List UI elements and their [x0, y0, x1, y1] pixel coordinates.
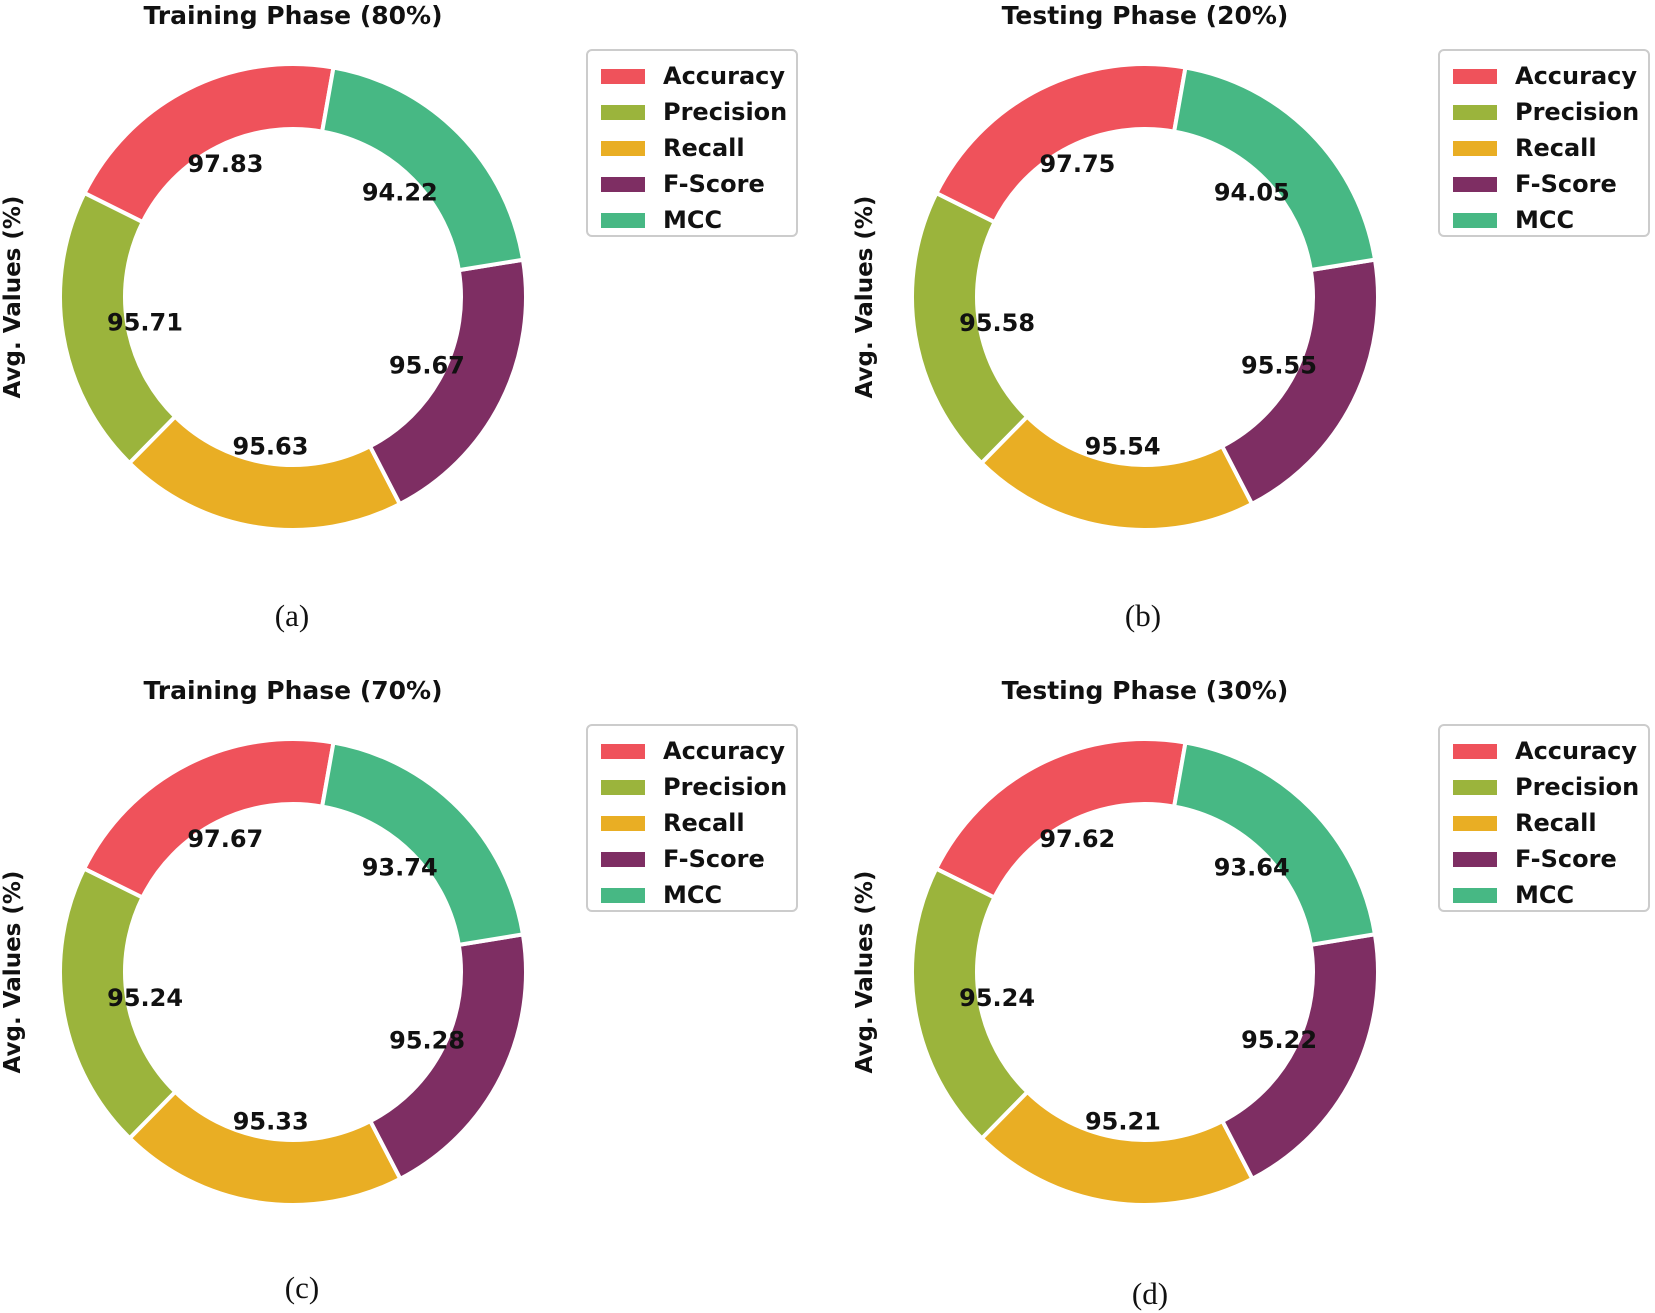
donut-slice-accuracy	[81, 737, 336, 901]
subfigure-caption: (a)	[275, 598, 309, 633]
data-label-f-score: 95.22	[1241, 1026, 1317, 1054]
data-label-accuracy: 97.83	[188, 150, 264, 178]
data-label-recall: 95.21	[1085, 1107, 1161, 1135]
legend-label-accuracy: Accuracy	[663, 62, 785, 90]
chart-title: Training Phase (80%)	[143, 1, 442, 30]
subfigure-caption: (c)	[285, 1270, 319, 1305]
data-label-accuracy: 97.62	[1039, 825, 1115, 853]
data-label-recall: 95.33	[233, 1107, 309, 1135]
legend-label-accuracy: Accuracy	[1515, 62, 1637, 90]
data-label-precision: 95.71	[107, 309, 183, 337]
legend-label-accuracy: Accuracy	[1515, 737, 1637, 765]
donut-slice-accuracy	[933, 62, 1188, 225]
donut-slice-mcc	[1171, 65, 1378, 273]
data-label-precision: 95.58	[959, 309, 1035, 337]
donut-slice-f-score	[1219, 257, 1380, 507]
donut-slice-f-score	[367, 932, 528, 1182]
legend-swatch-f-score	[1453, 177, 1497, 192]
legend-swatch-mcc	[601, 213, 645, 228]
chart-title: Testing Phase (30%)	[1002, 676, 1289, 705]
legend-label-precision: Precision	[663, 773, 787, 801]
data-label-f-score: 95.67	[389, 352, 465, 380]
chart-panel-a: Training Phase (80%) Avg. Values (%) 97.83…	[0, 1, 798, 633]
legend-label-precision: Precision	[1515, 98, 1639, 126]
donut-slice-accuracy	[933, 737, 1188, 901]
data-label-precision: 95.24	[959, 984, 1035, 1012]
subfigure-caption: (d)	[1132, 1276, 1168, 1311]
y-axis-label: Avg. Values (%)	[0, 871, 26, 1074]
data-label-mcc: 94.22	[362, 179, 438, 207]
y-axis-label: Avg. Values (%)	[852, 196, 878, 399]
legend-swatch-f-score	[601, 177, 645, 192]
legend-swatch-precision	[1453, 105, 1497, 120]
legend-label-recall: Recall	[1515, 809, 1597, 837]
subfigure-caption: (b)	[1125, 598, 1161, 633]
legend-swatch-recall	[601, 816, 645, 831]
legend-label-recall: Recall	[663, 809, 745, 837]
data-label-accuracy: 97.67	[187, 825, 263, 853]
data-label-accuracy: 97.75	[1039, 150, 1115, 178]
legend-swatch-accuracy	[1453, 744, 1497, 759]
legend-swatch-mcc	[601, 888, 645, 903]
donut-slice-accuracy	[81, 62, 336, 225]
legend-label-mcc: MCC	[1515, 881, 1574, 909]
legend-swatch-precision	[601, 780, 645, 795]
legend-label-mcc: MCC	[663, 881, 722, 909]
legend-label-f-score: F-Score	[663, 170, 765, 198]
legend-label-accuracy: Accuracy	[663, 737, 785, 765]
y-axis-label: Avg. Values (%)	[852, 871, 878, 1074]
y-axis-label: Avg. Values (%)	[0, 196, 26, 399]
chart-panel-d: Testing Phase (30%) Avg. Values (%) 97.62 9…	[852, 676, 1650, 1311]
legend-label-f-score: F-Score	[1515, 170, 1617, 198]
data-label-f-score: 95.55	[1241, 351, 1317, 379]
legend-label-f-score: F-Score	[1515, 845, 1617, 873]
donut-slice-mcc	[1171, 740, 1378, 948]
chart-panel-b: Testing Phase (20%) Avg. Values (%) 97.75 9…	[852, 1, 1650, 633]
data-label-mcc: 94.05	[1214, 179, 1290, 207]
legend-label-mcc: MCC	[1515, 206, 1574, 234]
donut-slice-mcc	[319, 65, 526, 273]
legend-label-recall: Recall	[663, 134, 745, 162]
data-label-precision: 95.24	[107, 984, 183, 1012]
legend-swatch-accuracy	[1453, 69, 1497, 84]
legend-swatch-recall	[1453, 141, 1497, 156]
data-label-mcc: 93.64	[1214, 854, 1290, 882]
legend-label-recall: Recall	[1515, 134, 1597, 162]
legend-swatch-f-score	[601, 852, 645, 867]
data-label-recall: 95.63	[233, 432, 309, 460]
legend-swatch-recall	[601, 141, 645, 156]
legend-swatch-mcc	[1453, 888, 1497, 903]
legend-swatch-recall	[1453, 816, 1497, 831]
legend-label-precision: Precision	[663, 98, 787, 126]
legend-swatch-accuracy	[601, 69, 645, 84]
donut-slice-f-score	[1219, 931, 1381, 1182]
data-label-mcc: 93.74	[362, 854, 438, 882]
donut-slice-f-score	[367, 257, 528, 507]
chart-title: Testing Phase (20%)	[1002, 1, 1289, 30]
legend-swatch-f-score	[1453, 852, 1497, 867]
legend-label-f-score: F-Score	[663, 845, 765, 873]
legend-swatch-precision	[601, 105, 645, 120]
legend-label-mcc: MCC	[663, 206, 722, 234]
data-label-f-score: 95.28	[389, 1026, 465, 1054]
chart-panel-c: Training Phase (70%) Avg. Values (%) 97.67…	[0, 676, 798, 1305]
chart-title: Training Phase (70%)	[143, 676, 442, 705]
legend-label-precision: Precision	[1515, 773, 1639, 801]
legend-swatch-mcc	[1453, 213, 1497, 228]
data-label-recall: 95.54	[1085, 432, 1161, 460]
legend-swatch-accuracy	[601, 744, 645, 759]
donut-slice-mcc	[319, 740, 526, 948]
legend-swatch-precision	[1453, 780, 1497, 795]
